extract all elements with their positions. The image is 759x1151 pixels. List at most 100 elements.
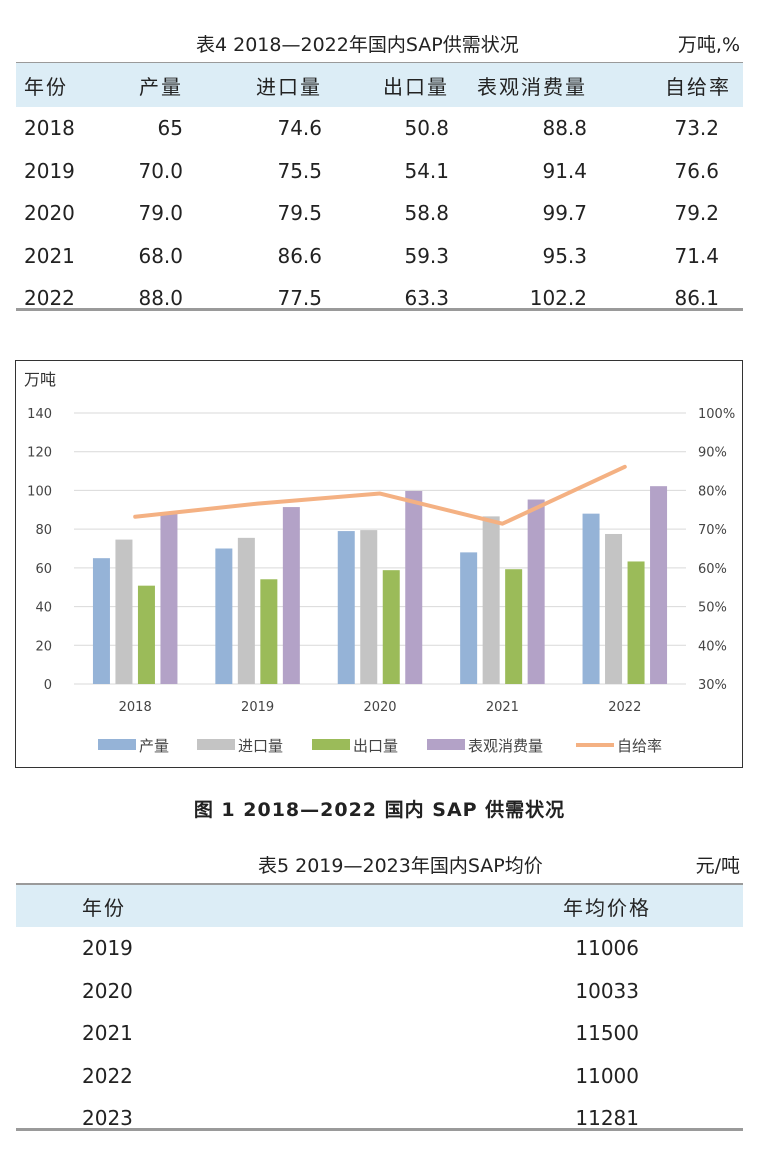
table4: 年份 产量 进口量 出口量 表观消费量 自给率 2018 65 74.6 50.… xyxy=(16,63,743,320)
table4-cell: 76.6 xyxy=(674,158,719,183)
table-row: 2019 70.0 75.5 54.1 91.4 76.6 xyxy=(16,150,743,193)
y-axis-label: 万吨 xyxy=(24,370,56,389)
table4-header-cell: 进口量 xyxy=(256,74,322,99)
table4-cell: 58.8 xyxy=(404,201,449,226)
table4-cell: 65 xyxy=(157,116,183,141)
bar-2019 xyxy=(215,548,233,684)
table4-cell: 2020 xyxy=(24,201,75,226)
y2-tick-label: 60% xyxy=(698,562,727,577)
y2-tick-label: 40% xyxy=(698,639,727,654)
y-tick-label: 100 xyxy=(27,484,52,499)
x-tick-label: 2018 xyxy=(119,700,152,715)
legend-label: 自给率 xyxy=(617,737,662,755)
x-tick-label: 2019 xyxy=(241,700,274,715)
table4-header-row: 年份 产量 进口量 出口量 表观消费量 自给率 xyxy=(16,63,743,107)
legend-swatch xyxy=(312,739,350,750)
table4-cell: 102.2 xyxy=(529,286,587,311)
table4-header-cell: 表观消费量 xyxy=(477,74,587,99)
table4-header-cell: 产量 xyxy=(139,74,183,99)
bar-2018 xyxy=(92,558,110,684)
table4-cell: 79.5 xyxy=(277,201,322,226)
table-row: 2022 11000 xyxy=(16,1055,743,1098)
bar-2018 xyxy=(160,512,178,684)
table4-cell: 86.6 xyxy=(277,243,322,268)
bar-2022 xyxy=(582,513,600,684)
legend-label: 表观消费量 xyxy=(468,737,543,755)
table4-cell: 95.3 xyxy=(542,243,587,268)
chart-frame: 万吨 0 20 40 60 80 100 120 140 30% 40% 50% 60% 70% 80% 90… xyxy=(15,360,743,768)
table5-cell: 2020 xyxy=(82,978,133,1003)
bar-2021 xyxy=(527,499,545,684)
table5-cell: 2023 xyxy=(82,1106,133,1131)
table4-cell: 2018 xyxy=(24,116,75,141)
table4-header-cell: 出口量 xyxy=(383,74,449,99)
table5-unit: 元/吨 xyxy=(695,855,740,877)
table5-cell: 2019 xyxy=(82,936,133,961)
table4-cell: 88.0 xyxy=(138,286,183,311)
table-row: 2019 11006 xyxy=(16,927,743,970)
table4-cell: 2022 xyxy=(24,286,75,311)
y-tick-label: 120 xyxy=(27,446,52,461)
legend-swatch xyxy=(197,739,235,750)
y-tick-label: 60 xyxy=(35,562,52,577)
table5-header-cell: 年均价格 xyxy=(563,895,651,920)
legend-label: 进口量 xyxy=(238,737,283,755)
bar-2022 xyxy=(605,533,623,684)
table5-cell: 10033 xyxy=(575,978,639,1003)
table4-cell: 70.0 xyxy=(138,158,183,183)
table5-cell: 2021 xyxy=(82,1021,133,1046)
table5-cell: 11281 xyxy=(575,1106,639,1131)
table4-cell: 88.8 xyxy=(542,116,587,141)
x-tick-label: 2020 xyxy=(363,700,396,715)
table5-cell: 11000 xyxy=(575,1063,639,1088)
table-row: 2018 65 74.6 50.8 88.8 73.2 xyxy=(16,107,743,150)
y2-tick-label: 80% xyxy=(698,484,727,499)
table4-header-cell: 自给率 xyxy=(665,74,731,99)
table5-title: 表5 2019—2023年国内SAP均价 xyxy=(258,855,543,877)
table4-bottom-rule xyxy=(16,308,743,311)
supply-demand-chart: 万吨 0 20 40 60 80 100 120 140 30% 40% 50% 60% 70% 80% 90… xyxy=(24,370,735,755)
table4-cell: 91.4 xyxy=(542,158,587,183)
table5-bottom-rule xyxy=(16,1128,743,1131)
table5: 年份 年均价格 2019 11006 2020 10033 2021 11500… xyxy=(16,885,743,1140)
bar-2020 xyxy=(360,530,378,684)
table5-cell: 2022 xyxy=(82,1063,133,1088)
table4-cell: 79.2 xyxy=(674,201,719,226)
bar-2018 xyxy=(115,539,133,684)
legend-swatch xyxy=(427,739,465,750)
table-row: 2021 11500 xyxy=(16,1012,743,1055)
bar-2018 xyxy=(137,585,155,684)
bar-2021 xyxy=(482,516,500,684)
table4-cell: 2021 xyxy=(24,243,75,268)
y-tick-label: 140 xyxy=(27,407,52,422)
table5-header-cell: 年份 xyxy=(82,895,126,920)
table4-cell: 63.3 xyxy=(404,286,449,311)
y2-tick-label: 70% xyxy=(698,523,727,538)
y2-tick-label: 90% xyxy=(698,446,727,461)
bar-2022 xyxy=(650,486,668,684)
bar-2020 xyxy=(337,531,355,684)
table4-cell: 75.5 xyxy=(277,158,322,183)
table4-cell: 2019 xyxy=(24,158,75,183)
table4-caption: 表4 2018—2022年国内SAP供需状况 万吨,% xyxy=(0,30,759,60)
legend-label: 产量 xyxy=(139,737,169,755)
y-tick-label: 0 xyxy=(44,678,52,693)
table4-cell: 86.1 xyxy=(674,286,719,311)
legend-swatch xyxy=(98,739,136,750)
table4-cell: 99.7 xyxy=(542,201,587,226)
bar-2021 xyxy=(505,569,523,684)
table4-cell: 59.3 xyxy=(404,243,449,268)
table-row: 2020 10033 xyxy=(16,970,743,1013)
table4-unit: 万吨,% xyxy=(677,34,740,56)
bar-2020 xyxy=(382,570,400,684)
table4-top-rule xyxy=(16,62,743,65)
table4-cell: 79.0 xyxy=(138,201,183,226)
figure-caption: 图 1 2018—2022 国内 SAP 供需状况 xyxy=(193,799,566,821)
table5-caption: 表5 2019—2023年国内SAP均价 元/吨 xyxy=(0,851,759,879)
y2-tick-label: 50% xyxy=(698,601,727,616)
table4-cell: 73.2 xyxy=(674,116,719,141)
bar-2022 xyxy=(627,561,645,684)
table4-cell: 50.8 xyxy=(404,116,449,141)
y-tick-label: 20 xyxy=(35,639,52,654)
y-tick-label: 40 xyxy=(35,601,52,616)
